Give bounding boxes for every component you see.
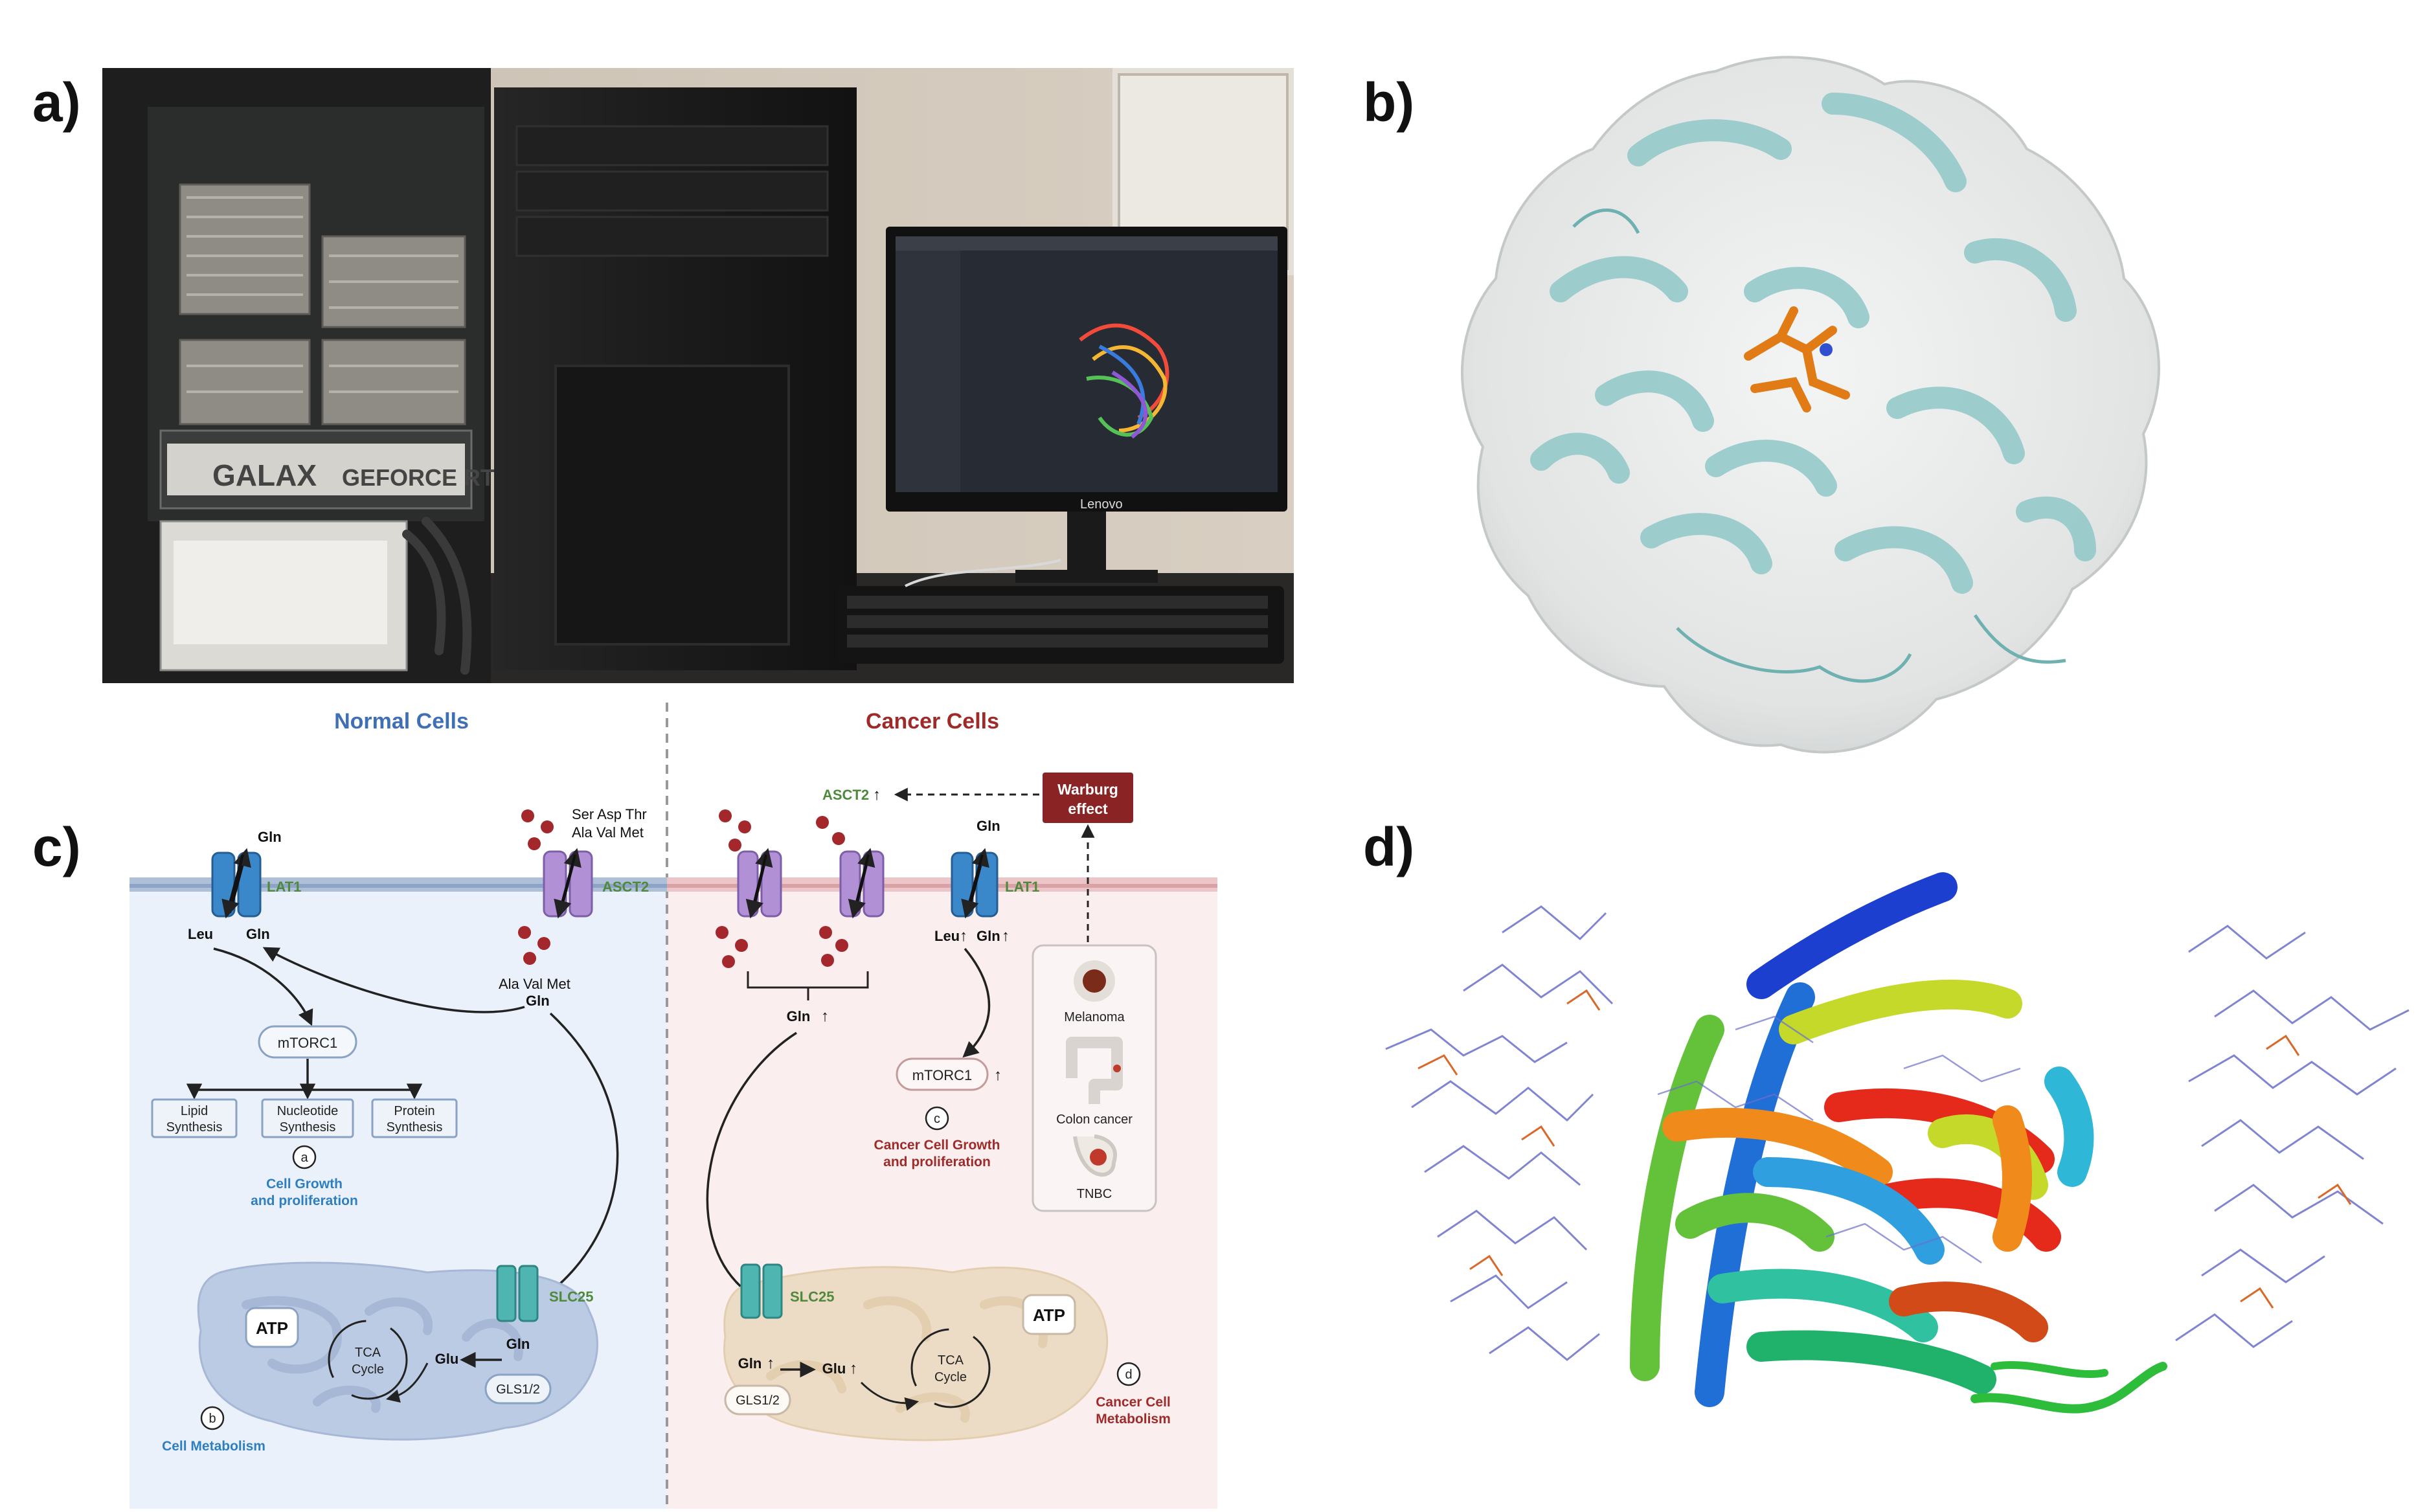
nucleotide-synthesis-line1: Nucleotide [277,1104,339,1118]
atp-box-normal [245,1307,299,1348]
up-arrow-icon: ↑ [821,1008,829,1025]
amino-acids-top-line2: Ala Val Met [572,824,644,841]
gls-box-cancer [724,1384,791,1416]
badge-b-label: b [209,1412,216,1426]
badge-c [925,1106,949,1131]
cell-growth-line2: and proliferation [251,1193,358,1208]
gln-label: Gln [738,1355,762,1371]
workstation-photo: GALAX GEFORCE RTX Lenovo [102,68,1294,683]
gln-label: Gln [526,993,550,1009]
gln-label: Gln [246,926,270,942]
tca-label-line2: Cycle [934,1370,967,1384]
tnbc-label: TNBC [1077,1187,1112,1201]
panel-label-d: d) [1363,817,1415,877]
tca-label-line1: TCA [355,1346,381,1360]
cell-growth-line1: Cell Growth [266,1177,343,1191]
up-arrow-icon: ↑ [994,1066,1002,1084]
cancer-metabolism-line1: Cancer Cell [1096,1395,1171,1410]
lat1-label: LAT1 [1005,879,1039,895]
asct2-label: ASCT2 [602,879,649,895]
asct2-transporter-cancer-2 [839,848,885,919]
cell-metabolism-label: Cell Metabolism [162,1439,265,1454]
slc25-label: SLC25 [549,1289,593,1305]
lat1-label: LAT1 [267,879,301,895]
lipid-synthesis-box [151,1098,238,1138]
up-arrow-icon: ↑ [960,927,967,945]
badge-a [292,1145,317,1169]
lipid-synthesis-line1: Lipid [181,1104,208,1118]
gls-label: GLS1/2 [736,1394,780,1408]
gls-box-normal [484,1373,552,1405]
cancer-growth-line1: Cancer Cell Growth [874,1138,1000,1153]
gln-up-label: Gln [976,928,1000,944]
glutamine-metabolism-diagram: Normal Cells Cancer Cells Gln LAT1 Leu G… [130,703,1217,1509]
leu-up-label: Leu [934,928,960,944]
up-arrow-icon: ↑ [850,1360,857,1377]
melanoma-label: Melanoma [1064,1010,1125,1024]
warburg-line2: effect [1068,800,1108,817]
mtorc1-label: mTORC1 [278,1035,338,1051]
protein-synthesis-line1: Protein [394,1104,435,1118]
protein-synthesis-line2: Synthesis [387,1120,443,1134]
mitochondrion-cancer [723,1266,1109,1441]
gls-label: GLS1/2 [496,1382,540,1397]
up-arrow-icon: ↑ [767,1355,774,1372]
protein-synthesis-box [371,1098,458,1138]
tca-label-line2: Cycle [352,1362,384,1377]
badge-c-label: c [934,1112,940,1126]
nucleotide-synthesis-box [261,1098,354,1138]
colon-cancer-label: Colon cancer [1056,1112,1133,1127]
gln-label: Gln [976,818,1000,834]
badge-d [1116,1362,1141,1386]
badge-a-label: a [300,1151,308,1165]
tca-cycle-cancer [910,1328,991,1408]
monitor-brand-text: Lenovo [1080,497,1123,512]
asct2-transporter-cancer-1 [737,848,782,919]
gln-label: Gln [506,1336,530,1352]
panel-label-b: b) [1363,72,1415,133]
tca-cycle-normal [328,1320,408,1400]
panel-label-a: a) [32,72,81,133]
lat1-transporter-normal [211,848,262,919]
atp-label: ATP [1033,1305,1065,1325]
gpu-brand-text: GALAX [212,458,317,492]
mtorc1-label: mTORC1 [912,1067,973,1083]
warburg-effect-box [1043,773,1133,823]
amino-acids-top-line1: Ser Asp Thr [572,806,647,822]
cancer-types-box [1032,944,1157,1212]
lipid-synthesis-line2: Synthesis [166,1120,223,1134]
nucleotide-synthesis-line2: Synthesis [280,1120,336,1134]
glu-label: Glu [435,1351,459,1367]
protein-surface-render [1461,56,2160,754]
cancer-metabolism-line2: Metabolism [1096,1412,1171,1427]
mtorc1-box-cancer [896,1057,989,1091]
gln-up-bracket-label: Gln [787,1008,811,1024]
asct2-transporter-normal [543,848,593,919]
cancer-growth-line2: and proliferation [883,1155,991,1169]
warburg-line1: Warburg [1057,781,1118,798]
asct2-up-label: ASCT2 [822,787,869,803]
atp-label: ATP [256,1318,288,1338]
up-arrow-icon: ↑ [1002,927,1010,945]
tca-label-line1: TCA [938,1353,964,1368]
normal-cells-title: Normal Cells [334,709,469,734]
up-arrow-icon: ↑ [873,786,881,804]
glu-label: Glu [822,1360,846,1377]
cancer-cells-title: Cancer Cells [866,709,999,734]
mtorc1-box-normal [258,1025,357,1059]
gpu-model-text: GEFORCE RTX [342,464,510,491]
amino-acids-bottom: Ala Val Met [499,976,570,992]
panel-label-c: c) [32,817,81,877]
gln-label: Gln [258,829,282,845]
atp-box-cancer [1022,1294,1076,1335]
badge-b [200,1406,225,1430]
leu-label: Leu [188,926,213,942]
slc25-transporter-normal [496,1265,517,1322]
lat1-transporter-cancer [951,848,999,919]
colon-icon [1066,1037,1123,1104]
slc25-transporter-cancer [740,1263,761,1319]
badge-d-label: d [1125,1368,1132,1382]
slc25-label: SLC25 [790,1289,834,1305]
membrane-protein-render [1385,872,2410,1414]
